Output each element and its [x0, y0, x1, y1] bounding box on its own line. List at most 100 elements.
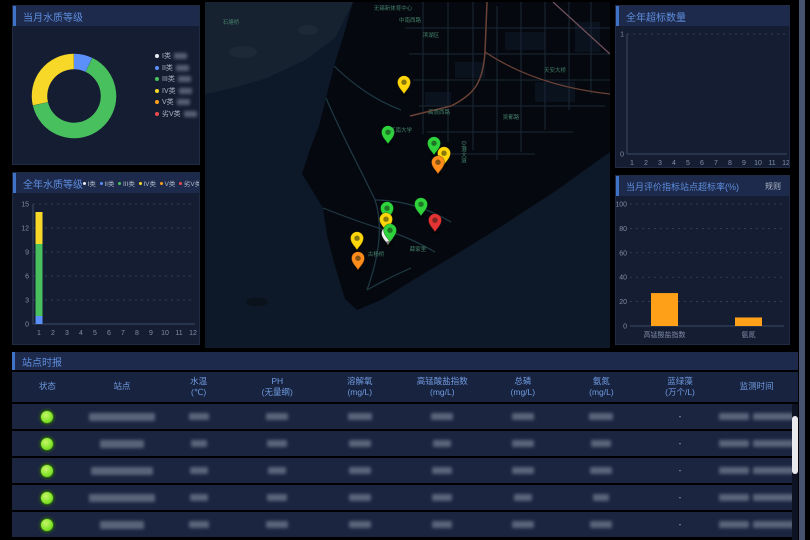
- column-header-8: 氨氮(mg/L): [562, 376, 641, 398]
- svg-text:9: 9: [742, 160, 746, 167]
- svg-text:4: 4: [672, 160, 676, 167]
- legend-item[interactable]: II类: [155, 64, 197, 72]
- redacted-value: [89, 494, 155, 502]
- svg-text:12: 12: [21, 226, 29, 233]
- legend-label: II类: [162, 63, 173, 73]
- status-ok-indicator: [40, 437, 54, 451]
- redacted-value: [753, 467, 794, 474]
- redacted-value: [349, 521, 371, 528]
- svg-text:9: 9: [149, 330, 153, 337]
- legend-dot: [155, 112, 159, 116]
- panel-header: 当月水质等级: [13, 6, 199, 26]
- legend-item[interactable]: 劣V类: [179, 178, 199, 188]
- legend-item[interactable]: III类: [155, 75, 197, 83]
- redacted-value: [190, 494, 208, 501]
- legend-dot: [118, 182, 121, 185]
- table-scrollbar-thumb[interactable]: [792, 416, 798, 474]
- svg-text:3: 3: [25, 298, 29, 305]
- svg-text:15: 15: [21, 202, 29, 209]
- header-accent-bar: [13, 173, 16, 193]
- legend-dot: [179, 182, 182, 185]
- legend-item[interactable]: II类: [100, 178, 115, 188]
- column-header-10: 监测时间: [719, 381, 794, 392]
- legend-item[interactable]: I类: [83, 178, 96, 188]
- panel-header: 全年超标数量: [616, 6, 789, 26]
- redacted-value: [432, 521, 452, 528]
- legend-label: IV类: [143, 178, 156, 188]
- panel-monthly-rate: 当月评价指标站点超标率(%) 规则 020406080100高锰酸盐指数氨氮: [615, 175, 790, 345]
- column-label: 水温: [190, 376, 207, 387]
- legend-item[interactable]: I类: [155, 52, 197, 60]
- rate-corner-label[interactable]: 规则: [765, 181, 781, 192]
- redacted-value: [591, 440, 611, 447]
- svg-text:8: 8: [135, 330, 139, 337]
- map[interactable]: 无锡新体育中心中南西路滨湖区天安大桥石塘桥江南大学高浪西路吴都路空港大道薛家里古…: [205, 2, 610, 348]
- redacted-value: [431, 413, 453, 420]
- redacted-value: [753, 521, 794, 528]
- annual-grade-stacked-chart: 03691215123456789101112: [13, 193, 201, 346]
- legend-item[interactable]: 劣V类: [155, 110, 197, 118]
- map-pin-yellow[interactable]: [351, 232, 364, 252]
- legend-label: I类: [162, 51, 171, 61]
- legend-item[interactable]: III类: [118, 178, 134, 188]
- legend-label: V类: [165, 178, 176, 188]
- map-pin-orange[interactable]: [432, 156, 445, 176]
- column-unit: (mg/L): [589, 387, 614, 398]
- svg-text:4: 4: [79, 330, 83, 337]
- map-pin-orange[interactable]: [352, 252, 365, 272]
- legend-dot: [155, 89, 159, 93]
- column-header-3: 水温(℃): [161, 376, 236, 398]
- redacted-value: [189, 413, 209, 420]
- panel-annual-exceed: 全年超标数量 01123456789101112: [615, 5, 790, 168]
- column-label: 监测时间: [740, 381, 774, 392]
- legend-item[interactable]: IV类: [155, 87, 197, 95]
- status-ok-indicator: [40, 464, 54, 478]
- svg-text:3: 3: [65, 330, 69, 337]
- redacted-value: [719, 494, 749, 501]
- legend-item[interactable]: V类: [155, 98, 197, 106]
- svg-text:0: 0: [620, 152, 624, 159]
- page-scrollbar-thumb[interactable]: [799, 0, 805, 540]
- svg-text:1: 1: [37, 330, 41, 337]
- map-pin-green[interactable]: [382, 126, 395, 146]
- page-scrollbar-track[interactable]: [799, 0, 805, 540]
- legend-item[interactable]: V类: [160, 178, 175, 188]
- table-row-4[interactable]: -: [12, 485, 798, 510]
- svg-text:9: 9: [25, 250, 29, 257]
- svg-text:7: 7: [121, 330, 125, 337]
- map-pin-yellow[interactable]: [398, 76, 411, 96]
- svg-text:40: 40: [619, 275, 627, 282]
- table-scrollbar-track[interactable]: [792, 404, 798, 540]
- map-pin-green[interactable]: [415, 198, 428, 218]
- table-row-5[interactable]: -: [12, 512, 798, 537]
- column-header-5: 溶解氧(mg/L): [319, 376, 402, 398]
- svg-text:60: 60: [619, 250, 627, 257]
- svg-text:6: 6: [700, 160, 704, 167]
- table-row-2[interactable]: -: [12, 431, 798, 456]
- table-row-1[interactable]: -: [12, 404, 798, 429]
- table-row-3[interactable]: -: [12, 458, 798, 483]
- legend-label: I类: [88, 178, 96, 188]
- dashboard: 当月水质等级 I类II类III类IV类V类劣V类 全年水质等级 I类II类III…: [0, 0, 810, 540]
- svg-text:0: 0: [623, 324, 627, 331]
- redacted-value: [100, 521, 144, 529]
- redacted-value: [267, 494, 287, 501]
- svg-text:6: 6: [107, 330, 111, 337]
- redacted-value: [433, 440, 451, 447]
- header-accent-bar: [616, 176, 619, 196]
- redacted-value: [512, 521, 534, 528]
- map-pin-red[interactable]: [429, 214, 442, 234]
- column-unit: (mg/L): [511, 387, 536, 398]
- column-unit: (mg/L): [430, 387, 455, 398]
- panel-monthly-water-grade: 当月水质等级 I类 II类 III类 IV类 V类劣V类: [12, 5, 200, 165]
- redacted-value: [719, 440, 749, 447]
- legend-dot: [155, 66, 159, 70]
- map-pins-layer: [205, 2, 610, 348]
- panel-title-annual-exceed: 全年超标数量: [626, 9, 686, 24]
- redacted-value: [266, 413, 288, 420]
- svg-text:10: 10: [161, 330, 169, 337]
- legend-item[interactable]: IV类: [139, 178, 156, 188]
- panel-annual-water-grade: 全年水质等级 I类II类III类IV类V类劣V类 036912151234567…: [12, 172, 200, 345]
- column-unit: (无量纲): [262, 387, 293, 398]
- legend-label: 劣V类: [184, 178, 199, 188]
